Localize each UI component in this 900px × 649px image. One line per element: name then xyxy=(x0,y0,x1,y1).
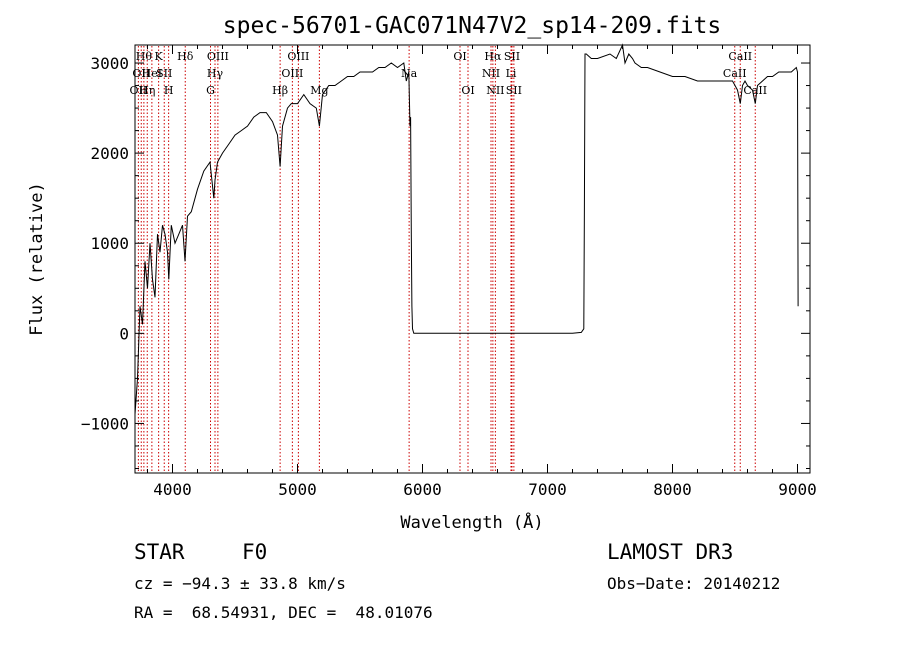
y-tick-label: 1000 xyxy=(90,234,129,253)
line-marker-label: G xyxy=(206,84,215,97)
line-marker-label: Mg xyxy=(310,84,328,97)
y-tick-label: 2000 xyxy=(90,144,129,163)
y-axis-ticks: −1000 0 1000 2000 3000 xyxy=(81,54,810,469)
observation-date: Obs−Date: 20140212 xyxy=(607,574,781,593)
spectrum-flux-line xyxy=(134,43,799,415)
line-marker-label: Hα xyxy=(484,50,502,63)
line-marker-label: CaII xyxy=(728,50,752,63)
redshift-cz: cz = −94.3 ± 33.8 km/s xyxy=(134,574,346,593)
line-marker-label: OIII xyxy=(207,50,229,63)
plot-frame xyxy=(134,44,811,474)
y-tick-label: −1000 xyxy=(81,414,129,433)
line-marker-label: CaII xyxy=(743,84,767,97)
line-marker-label: CaII xyxy=(723,67,747,80)
line-marker-label: SII xyxy=(504,50,520,63)
object-subclass: F0 xyxy=(242,540,268,564)
line-marker-label: Hδ xyxy=(177,50,194,63)
x-tick-label: 4000 xyxy=(153,480,192,499)
line-marker-label: SII xyxy=(506,84,522,97)
line-marker-label: OIII xyxy=(281,67,303,80)
line-marker-label: H xyxy=(164,84,174,97)
object-class: STAR xyxy=(134,540,185,564)
line-marker-label: Li xyxy=(506,67,517,80)
line-marker-label: SII xyxy=(156,67,172,80)
y-axis-label: Flux (relative) xyxy=(27,182,47,336)
line-marker-labels: OII OII Hθ Hη HeI K SII H Hδ G Hγ OIII Hβ OIII OIII Mg N… xyxy=(130,50,768,97)
x-tick-label: 8000 xyxy=(653,480,692,499)
x-axis-label: Wavelength (Å) xyxy=(400,511,543,533)
line-marker-label: Hη xyxy=(139,84,155,97)
line-marker-label: OII xyxy=(130,84,148,97)
line-marker-label: Hβ xyxy=(272,84,288,97)
line-marker-label: OI xyxy=(461,84,474,97)
line-marker-label: NII xyxy=(486,84,504,97)
x-axis-ticks: 4000 5000 6000 7000 8000 9000 xyxy=(147,45,817,499)
line-markers xyxy=(137,46,756,472)
line-marker-label: K xyxy=(155,50,164,63)
x-tick-label: 7000 xyxy=(528,480,567,499)
line-marker-label: Hθ xyxy=(136,50,153,63)
line-marker-label: OI xyxy=(453,50,466,63)
line-marker-label: HeI xyxy=(142,67,162,80)
x-tick-label: 6000 xyxy=(403,480,442,499)
line-marker-label: NII xyxy=(482,67,500,80)
x-tick-label: 5000 xyxy=(278,480,317,499)
chart-title: spec-56701-GAC071N47V2_sp14-209.fits xyxy=(223,13,722,39)
line-marker-label: OIII xyxy=(287,50,309,63)
survey-name: LAMOST DR3 xyxy=(607,540,734,564)
coordinates: RA = 68.54931, DEC = 48.01076 xyxy=(134,603,433,622)
line-marker-label: Hγ xyxy=(207,67,224,80)
line-marker-label: OII xyxy=(132,67,150,80)
y-tick-label: 0 xyxy=(119,324,129,343)
y-tick-label: 3000 xyxy=(90,54,129,73)
x-tick-label: 9000 xyxy=(778,480,817,499)
